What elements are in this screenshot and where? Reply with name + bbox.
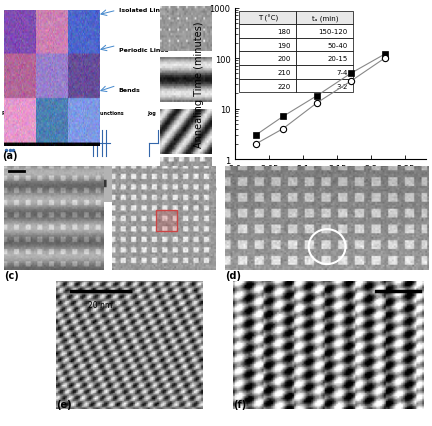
Text: (a): (a) <box>2 150 18 160</box>
Text: Isolated Line: Isolated Line <box>119 8 164 13</box>
Text: (f): (f) <box>233 399 247 409</box>
Y-axis label: Annealing Time (minutes): Annealing Time (minutes) <box>194 21 204 147</box>
Text: T Junctions: T Junctions <box>93 111 124 116</box>
Text: Bends: Bends <box>119 88 140 93</box>
Text: (c): (c) <box>4 271 19 280</box>
Text: Jog: Jog <box>147 111 156 116</box>
X-axis label: 1000/T (K⁻¹): 1000/T (K⁻¹) <box>301 179 360 189</box>
Bar <box>156 210 177 231</box>
Text: Periodic Spots: Periodic Spots <box>2 111 42 116</box>
Text: (e): (e) <box>56 399 72 409</box>
Text: Isolated Spot: Isolated Spot <box>48 111 84 116</box>
Text: 20 nm: 20 nm <box>88 300 112 309</box>
Text: (d): (d) <box>225 271 241 280</box>
Text: Periodic Lines: Periodic Lines <box>119 48 168 53</box>
Text: (b): (b) <box>201 184 217 194</box>
